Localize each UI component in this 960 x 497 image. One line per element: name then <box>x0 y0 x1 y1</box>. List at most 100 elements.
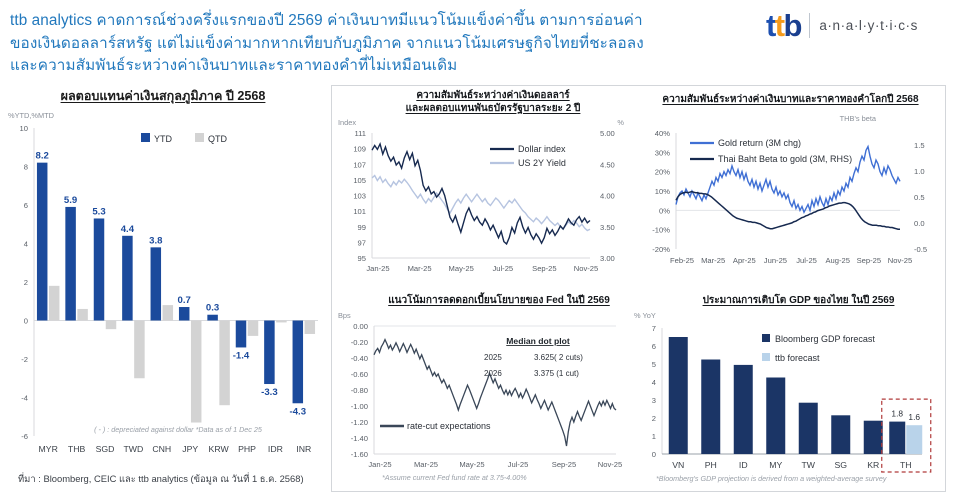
bar-ytd <box>292 320 304 404</box>
fx-category-label: PHP <box>238 444 256 454</box>
chart-gdp-title: ประมาณการเติบโต GDP ของไทย ในปี 2569 <box>702 295 895 306</box>
chart-fx-returns-title: ผลตอบแทนค่าเงินสกุลภูมิภาค ปี 2568 <box>60 89 266 103</box>
gold-ytick-right: 0.0 <box>914 219 925 228</box>
legend-swatch-ytd <box>141 133 150 142</box>
chart-dollar-ust2y-title-line1: ความสัมพันธ์ระหว่างค่าเงินดอลลาร์ <box>416 90 570 101</box>
gdp-ytick: 1 <box>652 432 656 441</box>
fx-y-tick: 4 <box>24 240 28 249</box>
bar-qtd <box>162 305 174 321</box>
fx-y-tick: 8 <box>24 163 28 172</box>
gdp-y-unit: % YoY <box>634 311 656 320</box>
bar-ytd <box>264 320 275 385</box>
gold-ytick-left: 10% <box>655 187 670 196</box>
fx-category-label: KRW <box>209 444 230 454</box>
fx-note: ( - ) : depreciated against dollar *Data… <box>94 425 263 434</box>
bar-value-label: 3.8 <box>149 235 163 246</box>
legend-label-dollar-index: Dollar index <box>518 144 566 154</box>
median-dot-plot-year: 2025 <box>484 353 502 362</box>
fed-ytick: -1.00 <box>351 402 368 411</box>
gdp-category-label: PH <box>705 460 717 470</box>
line-dollar-index <box>371 141 591 246</box>
gdp-ytick: 7 <box>652 324 656 333</box>
chart-baht-gold-title: ความสัมพันธ์ระหว่างค่าเงินบาทและราคาทองค… <box>662 94 919 105</box>
gold-xtick: Jul-25 <box>796 256 817 265</box>
gold-ytick-left: -10% <box>652 225 670 234</box>
legend-label-qtd: QTD <box>208 134 227 144</box>
logo-divider <box>808 12 811 38</box>
bar-qtd <box>105 320 117 330</box>
bar-ytd <box>207 314 218 321</box>
gold-ytick-left: 30% <box>655 148 670 157</box>
gdp-ytick: 6 <box>652 342 656 351</box>
line-baht-beta <box>675 190 900 230</box>
chart-fx-returns-canvas: %YTD,%MTD 10 8 6 4 2 0 -2 -4 -6 8.2 MYR 5.9 THB 5.3 SGD… <box>8 111 318 454</box>
gdp-category-label: TH <box>900 460 912 470</box>
gold-xtick: Nov-25 <box>888 256 912 265</box>
dxy-right-unit: % <box>617 118 624 127</box>
bar-ytd <box>235 320 247 348</box>
fx-y-tick: 10 <box>20 124 28 133</box>
dxy-xtick: Nov-25 <box>574 264 598 273</box>
bar-qtd <box>276 320 287 323</box>
ttb-analytics-logo: ttb a·n·a·l·y·t·i·c·s <box>766 9 918 41</box>
dxy-ytick-right: 5.00 <box>600 129 615 138</box>
bar-ytd <box>178 307 190 321</box>
line-gold-return <box>675 143 901 214</box>
bar-value-label: 4.4 <box>121 224 135 235</box>
gdp-ytick: 4 <box>652 378 656 387</box>
highlight-box-th <box>881 397 932 473</box>
dxy-ytick-left: 95 <box>358 254 366 263</box>
fed-xtick: Mar-25 <box>414 460 438 469</box>
gold-ytick-right: 0.5 <box>914 193 925 202</box>
legend-swatch-ttb <box>762 352 770 361</box>
bar-ytd <box>36 162 48 321</box>
bar-qtd <box>48 285 60 321</box>
median-dot-plot-title: Median dot plot <box>506 336 570 346</box>
fx-y-unit: %YTD,%MTD <box>8 111 54 120</box>
bar-value-label: 0.7 <box>178 295 191 306</box>
bar-value-label: 5.3 <box>92 206 105 217</box>
gold-xtick: Apr-25 <box>733 256 756 265</box>
ttb-logo-mark: ttb <box>766 7 802 43</box>
dxy-xtick: Jan-25 <box>366 264 389 273</box>
gold-ytick-left: 0% <box>659 206 670 215</box>
bar-bloomberg-gdp <box>798 402 818 454</box>
fed-ytick: -1.40 <box>351 434 368 443</box>
fed-ytick: -0.40 <box>351 354 368 363</box>
dxy-xtick: Mar-25 <box>408 264 432 273</box>
bar-ytd <box>93 218 105 321</box>
median-dot-plot-value: 3.375 (1 cut) <box>534 369 579 378</box>
fx-y-tick: 0 <box>24 317 28 326</box>
bar-qtd <box>190 320 202 423</box>
chart-baht-gold: ความสัมพันธ์ระหว่างค่าเงินบาทและราคาทองค… <box>632 86 947 289</box>
fx-y-tick: -6 <box>21 432 28 441</box>
source-footnote: ที่มา : Bloomberg, CEIC และ ttb analytic… <box>18 473 304 484</box>
fx-y-tick: -2 <box>21 355 28 364</box>
gdp-category-label: SG <box>834 460 847 470</box>
logo-letter-b: b <box>783 7 802 43</box>
headline-line-1: ttb analytics คาดการณ์ช่วงครึ่งแรกของปี … <box>10 12 643 29</box>
bar-value-label: -1.4 <box>233 350 250 361</box>
gdp-category-label: ID <box>739 460 748 470</box>
gold-ytick-right: -0.5 <box>914 245 927 254</box>
bar-value-label: -3.3 <box>261 387 278 398</box>
gdp-category-label: KR <box>867 460 879 470</box>
legend-label-baht-beta: Thai Baht Beta to gold (3M, RHS) <box>718 154 852 164</box>
gold-ytick-left: 20% <box>655 167 670 176</box>
gold-ytick-right: 1.5 <box>914 141 925 150</box>
gold-xtick: Sep-25 <box>857 256 882 265</box>
fed-xtick: Sep-25 <box>552 460 577 469</box>
gold-xtick: Aug-25 <box>825 256 850 265</box>
gold-ytick-right: 1.0 <box>914 167 925 176</box>
dxy-ytick-left: 105 <box>353 176 366 185</box>
fed-ytick: -0.80 <box>351 386 368 395</box>
fx-y-tick: 2 <box>24 278 28 287</box>
bar-value-label: 0.3 <box>206 303 219 314</box>
bar-ttb-forecast <box>906 424 923 454</box>
gdp-category-label: TW <box>801 460 815 470</box>
fed-ytick: 0.00 <box>353 322 368 331</box>
fx-y-tick: -4 <box>21 394 28 403</box>
chart-baht-gold-canvas: THB's beta 40% 30% 20% 10% 0% -10% -20% 1.5 1.0 0.… <box>652 114 927 265</box>
gold-ytick-left: -20% <box>652 245 670 254</box>
